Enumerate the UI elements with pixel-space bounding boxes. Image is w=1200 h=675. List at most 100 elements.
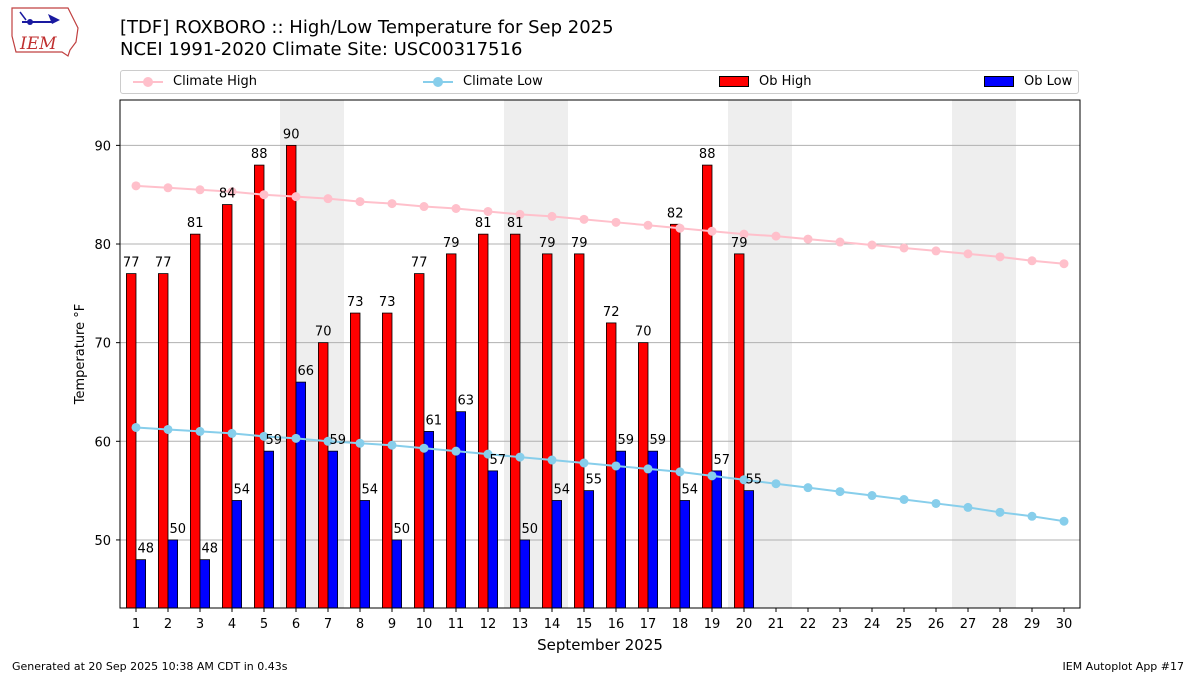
- x-tick-label-22: 22: [800, 617, 817, 632]
- ob-high-label-19: 88: [699, 147, 716, 162]
- climate-high-point-16: [611, 217, 621, 227]
- climate-low-point-7: [323, 436, 333, 446]
- climate-low-point-9: [387, 440, 397, 450]
- climate-high-point-14: [547, 211, 557, 221]
- ob-high-bar-8: [349, 312, 361, 609]
- y-tick-label-60: 60: [94, 435, 111, 450]
- ob-low-bar-6: [295, 381, 307, 609]
- climate-low-point-28: [995, 507, 1005, 517]
- x-tick-label-3: 3: [196, 617, 204, 632]
- ob-high-label-1: 77: [123, 256, 140, 271]
- ob-low-bar-15: [583, 490, 595, 609]
- ob-low-bar-3: [199, 559, 211, 609]
- ob-high-label-13: 81: [507, 216, 524, 231]
- climate-low-point-14: [547, 455, 557, 465]
- climate-high-point-6: [291, 192, 301, 202]
- ob-high-label-12: 81: [475, 216, 492, 231]
- climate-high-point-12: [483, 206, 493, 216]
- climate-low-point-1: [131, 422, 141, 432]
- ob-high-bar-17: [638, 342, 649, 609]
- x-tick-label-4: 4: [228, 617, 236, 632]
- ob-high-label-20: 79: [731, 236, 748, 251]
- climate-low-point-30: [1059, 516, 1069, 526]
- climate-low-point-19: [707, 471, 717, 481]
- ob-high-label-10: 77: [411, 256, 428, 271]
- climate-low-point-4: [227, 428, 237, 438]
- footer-app: IEM Autoplot App #17: [1062, 660, 1185, 673]
- x-axis-label: September 2025: [537, 636, 663, 654]
- climate-low-point-15: [579, 458, 589, 468]
- ob-low-bar-2: [167, 539, 179, 609]
- ob-low-label-3: 48: [202, 542, 219, 557]
- x-tick-label-11: 11: [448, 617, 465, 632]
- ob-high-label-5: 88: [251, 147, 268, 162]
- ob-low-label-14: 54: [554, 482, 571, 497]
- x-tick-label-2: 2: [164, 617, 172, 632]
- climate-low-point-21: [771, 479, 781, 489]
- ob-high-label-2: 77: [155, 256, 172, 271]
- legend-swatch-climate-high: [133, 76, 163, 87]
- climate-low-line: [135, 426, 1065, 523]
- legend-swatch-ob-high: [719, 76, 749, 87]
- x-tick-label-10: 10: [416, 617, 433, 632]
- x-tick-label-23: 23: [832, 617, 849, 632]
- climate-high-point-26: [931, 246, 941, 256]
- climate-low-point-26: [931, 498, 941, 508]
- footer-generated: Generated at 20 Sep 2025 10:38 AM CDT in…: [12, 660, 288, 673]
- y-tick-label-80: 80: [94, 238, 111, 253]
- ob-low-label-11: 63: [458, 394, 475, 409]
- climate-high-point-5: [259, 190, 269, 200]
- iem-logo: IEM: [8, 6, 82, 62]
- climate-high-point-20: [739, 229, 749, 239]
- climate-high-point-13: [515, 209, 525, 219]
- ob-low-label-10: 61: [426, 413, 443, 428]
- ob-high-label-16: 72: [603, 305, 620, 320]
- climate-high-point-2: [163, 183, 173, 193]
- ob-high-label-7: 70: [315, 325, 332, 340]
- ob-high-bar-11: [445, 253, 457, 609]
- ob-high-label-17: 70: [635, 325, 652, 340]
- ob-low-label-13: 50: [522, 522, 539, 537]
- ob-high-label-15: 79: [571, 236, 588, 251]
- climate-high-point-30: [1059, 259, 1069, 269]
- climate-low-point-11: [451, 446, 461, 456]
- x-tick-label-8: 8: [356, 617, 364, 632]
- ob-high-bar-13: [509, 233, 521, 609]
- legend-swatch-ob-low: [984, 76, 1014, 87]
- climate-high-point-28: [995, 252, 1005, 262]
- climate-high-point-19: [707, 226, 717, 236]
- grid-lines: [120, 144, 1080, 541]
- x-tick-label-5: 5: [260, 617, 268, 632]
- legend-label-climate-low: Climate Low: [463, 74, 543, 89]
- climate-high-point-25: [899, 243, 909, 253]
- ob-low-label-16: 59: [618, 433, 635, 448]
- ob-low-label-20: 55: [746, 473, 763, 488]
- climate-high-point-9: [387, 199, 397, 209]
- x-tick-label-29: 29: [1024, 617, 1041, 632]
- y-tick-label-70: 70: [94, 337, 111, 352]
- ob-low-label-18: 54: [682, 482, 699, 497]
- ob-low-bar-9: [391, 539, 403, 609]
- climate-low-point-10: [419, 443, 429, 453]
- climate-high-point-24: [867, 240, 877, 250]
- ob-low-bar-12: [487, 470, 499, 609]
- legend-item-climate-high: Climate High: [133, 74, 257, 89]
- climate-high-line: [135, 184, 1065, 265]
- climate-high-point-7: [323, 194, 333, 204]
- x-tick-label-6: 6: [292, 617, 300, 632]
- climate-low-point-24: [867, 491, 877, 501]
- legend: Climate High Climate Low Ob High Ob Low: [120, 70, 1079, 94]
- chart-subtitle: NCEI 1991-2020 Climate Site: USC00317516: [120, 39, 523, 60]
- ob-high-bar-15: [574, 253, 585, 609]
- x-tick-label-1: 1: [132, 617, 140, 632]
- climate-high-point-21: [771, 231, 781, 241]
- ob-low-label-5: 59: [266, 433, 283, 448]
- ob-low-label-4: 54: [234, 482, 251, 497]
- climate-low-point-23: [835, 487, 845, 497]
- climate-lines: [131, 181, 1069, 526]
- climate-high-point-22: [803, 234, 813, 244]
- ob-low-label-15: 55: [586, 473, 603, 488]
- ob-high-label-11: 79: [443, 236, 460, 251]
- ob-high-label-9: 73: [379, 295, 396, 310]
